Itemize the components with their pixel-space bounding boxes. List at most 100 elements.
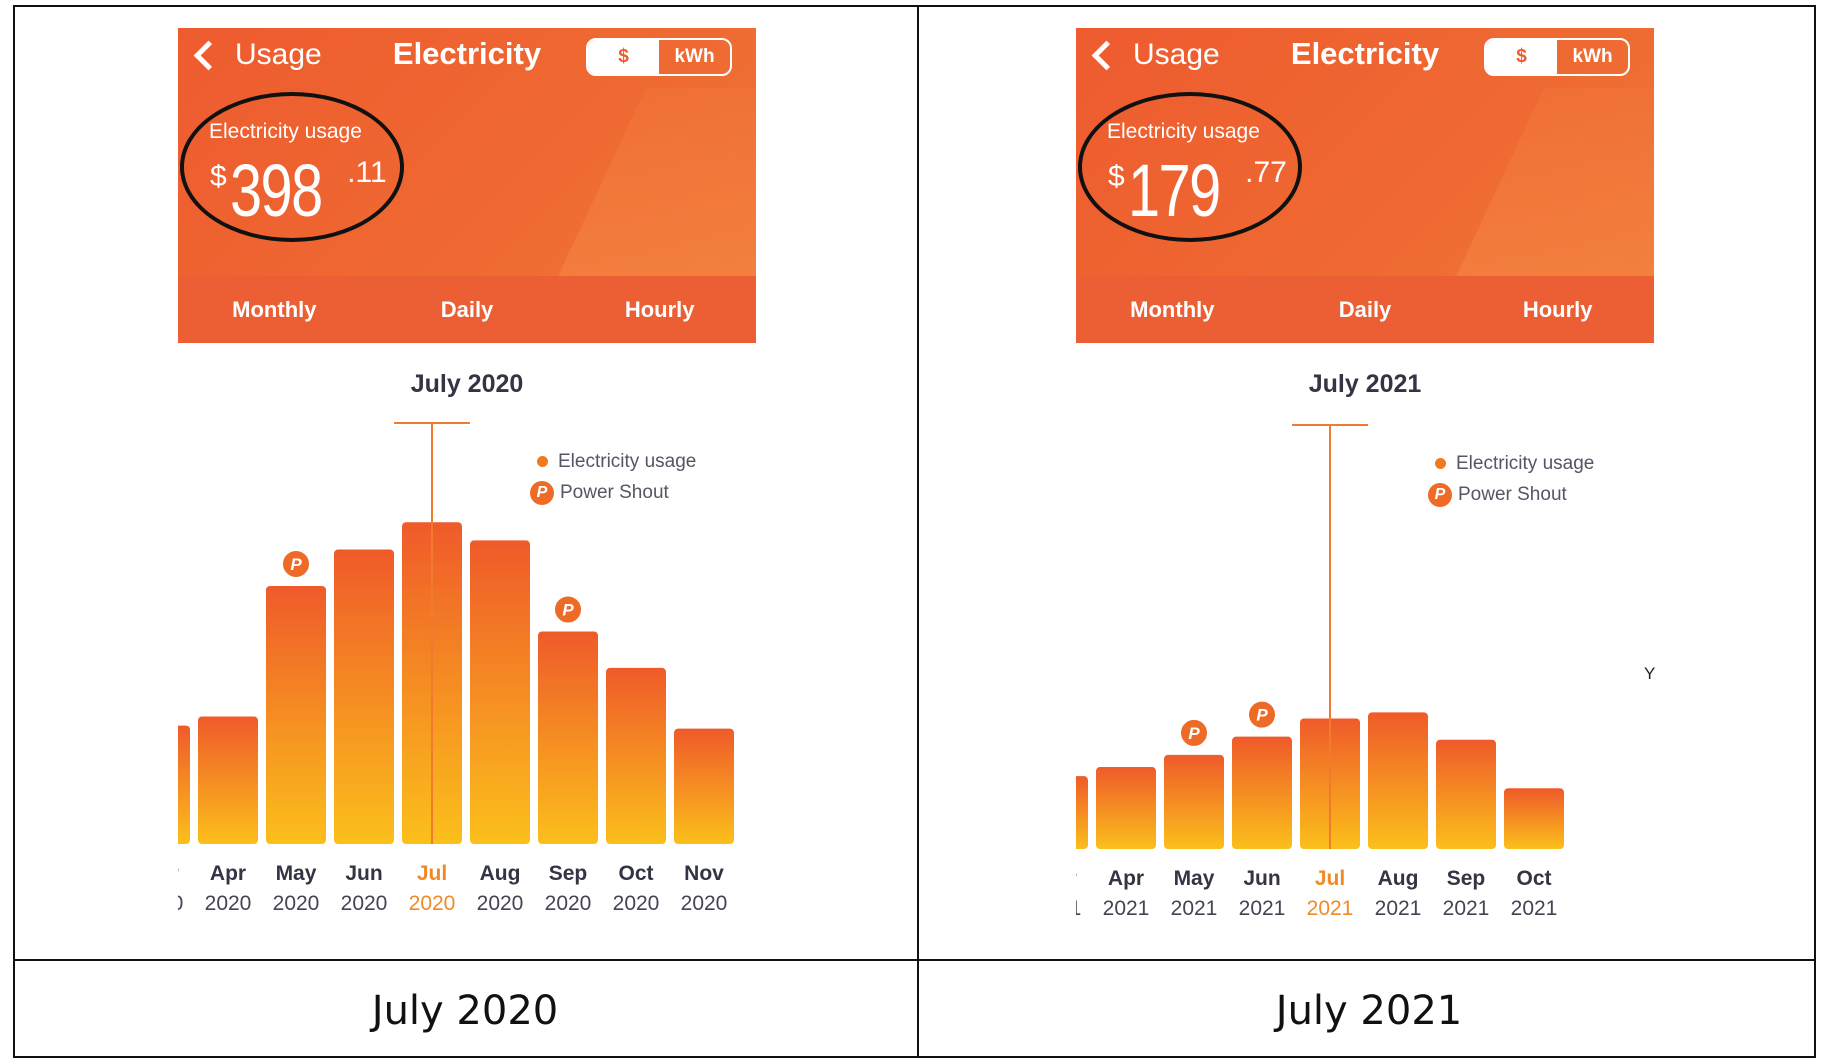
power-shout-badge — [553, 594, 583, 625]
usage-bar-chart: Mar 2020 Apr 2020 May 2020 P Jun 2020 Jul 2020 Aug 2… — [178, 422, 734, 915]
unit-toggle[interactable]: $ kWh — [586, 38, 732, 76]
highlight-circle — [180, 92, 404, 242]
bar-oct — [606, 667, 666, 844]
bar-may — [266, 585, 326, 844]
bar-sep — [538, 631, 598, 844]
comparison-table: July 2020 July 2021 — [13, 5, 1816, 1058]
year-label: 2021 — [1375, 897, 1422, 920]
month-label: May — [276, 862, 317, 885]
month-label: Jul — [417, 862, 447, 885]
month-label: Aug — [1378, 867, 1419, 890]
power-shout-icon: P — [1428, 482, 1452, 507]
power-shout-badge-label: P — [1188, 724, 1200, 743]
period-tabs: Monthly Daily Hourly — [1076, 276, 1654, 343]
chart-legend: Electricity usage P Power Shout — [1428, 448, 1594, 510]
year-label: 2020 — [178, 892, 183, 915]
month-label: Jun — [1243, 867, 1280, 890]
column-divider — [917, 7, 919, 1056]
bar-apr — [1096, 767, 1156, 849]
year-label: 2020 — [409, 892, 456, 915]
dollar-toggle[interactable]: $ — [1486, 40, 1557, 74]
year-label: 2020 — [613, 892, 660, 915]
back-label: Usage — [235, 38, 322, 71]
bar-may — [1164, 754, 1224, 849]
month-label: Oct — [618, 862, 653, 885]
tab-daily[interactable]: Daily — [440, 296, 494, 322]
bar-mar — [1076, 776, 1088, 849]
year-label: 2021 — [1171, 897, 1218, 920]
plot-area: Mar2021PApr2021May2021PJun2021PJul2021Au… — [1076, 699, 1564, 920]
year-label: 2021 — [1511, 897, 1558, 920]
power-shout-badge — [1179, 717, 1209, 748]
month-label: Jul — [1315, 867, 1345, 890]
power-shout-badge-label: P — [562, 601, 574, 620]
stray-text: Y — [1644, 664, 1656, 683]
year-label: 2020 — [545, 892, 592, 915]
row-divider — [15, 959, 1814, 961]
legend-usage: Electricity usage — [558, 450, 697, 472]
month-label: May — [1174, 867, 1215, 890]
bar-oct — [1504, 788, 1564, 849]
power-shout-badge-label: P — [290, 555, 302, 574]
month-label: Mar — [1076, 867, 1077, 890]
usage-dot-icon — [1435, 458, 1446, 469]
year-label: 2021 — [1307, 897, 1354, 920]
chart-title: July 2020 — [410, 370, 524, 398]
legend-power-shout: Power Shout — [560, 481, 669, 503]
month-label: Sep — [1447, 867, 1486, 890]
bar-aug — [470, 540, 530, 844]
legend-usage: Electricity usage — [1456, 452, 1595, 474]
legend-power-shout: Power Shout — [1458, 483, 1567, 505]
highlight-circle — [1078, 92, 1302, 242]
year-label: 2021 — [1103, 897, 1150, 920]
month-label: Oct — [1516, 867, 1551, 890]
caption-right: July 2021 — [1275, 988, 1463, 1034]
back-button[interactable]: Usage — [190, 34, 322, 76]
month-label: Jun — [345, 862, 382, 885]
month-label: Aug — [480, 862, 521, 885]
year-label: 2020 — [341, 892, 388, 915]
power-shout-icon: P — [530, 480, 554, 505]
bar-sep — [1436, 739, 1496, 849]
tab-hourly[interactable]: Hourly — [624, 296, 695, 322]
chart-title: July 2021 — [1308, 370, 1422, 398]
usage-header: Usage Electricity $ kWh Electricity usag… — [1076, 28, 1654, 343]
unit-toggle[interactable]: $ kWh — [1484, 38, 1630, 76]
back-button[interactable]: Usage — [1088, 34, 1220, 76]
bar-aug — [1368, 712, 1428, 849]
year-label: 2020 — [681, 892, 728, 915]
tab-monthly[interactable]: Monthly — [1076, 276, 1269, 343]
year-label: 2020 — [273, 892, 320, 915]
app-screenshot-2021: Usage Electricity $ kWh Electricity usag… — [1076, 28, 1654, 928]
month-label: Apr — [210, 862, 246, 885]
dollar-toggle[interactable]: $ — [588, 40, 659, 74]
month-label: Sep — [549, 862, 588, 885]
period-tabs: Monthly Daily Hourly — [178, 276, 756, 343]
power-shout-badge — [1247, 699, 1277, 730]
year-label: 2020 — [477, 892, 524, 915]
kwh-toggle[interactable]: kWh — [674, 46, 715, 67]
year-label: 2021 — [1443, 897, 1490, 920]
year-label: 2020 — [205, 892, 252, 915]
month-label: Nov — [684, 862, 724, 885]
bar-apr — [198, 716, 258, 844]
caption-left: July 2020 — [371, 988, 559, 1034]
usage-bar-chart: Mar 2021 P Apr 2021 May 2021 P Jun 2021 P Jul 2021 Au… — [1076, 424, 1564, 920]
app-screenshot-2020: Usage Electricity $ kWh Electricity usag… — [178, 28, 756, 928]
month-label: Mar — [178, 862, 179, 885]
tab-hourly[interactable]: Hourly — [1522, 296, 1593, 322]
bar-mar — [178, 725, 190, 844]
year-label: 2021 — [1076, 897, 1081, 920]
plot-area: Mar 2020 Apr 2020 May 2020 P Jun 2020 Jul 2020 Aug 2… — [178, 522, 734, 915]
bar-jun — [334, 549, 394, 844]
power-shout-badge — [281, 548, 311, 579]
year-label: 2021 — [1239, 897, 1286, 920]
usage-dot-icon — [537, 456, 548, 467]
chart-legend: Electricity usage P Power Shout — [530, 446, 696, 508]
tab-monthly[interactable]: Monthly — [178, 276, 371, 343]
month-label: Apr — [1108, 867, 1144, 890]
tab-daily[interactable]: Daily — [1338, 296, 1392, 322]
kwh-toggle[interactable]: kWh — [1572, 46, 1613, 67]
usage-header: Usage Electricity $ kWh Electricity usag… — [178, 28, 756, 343]
back-label: Usage — [1133, 38, 1220, 71]
